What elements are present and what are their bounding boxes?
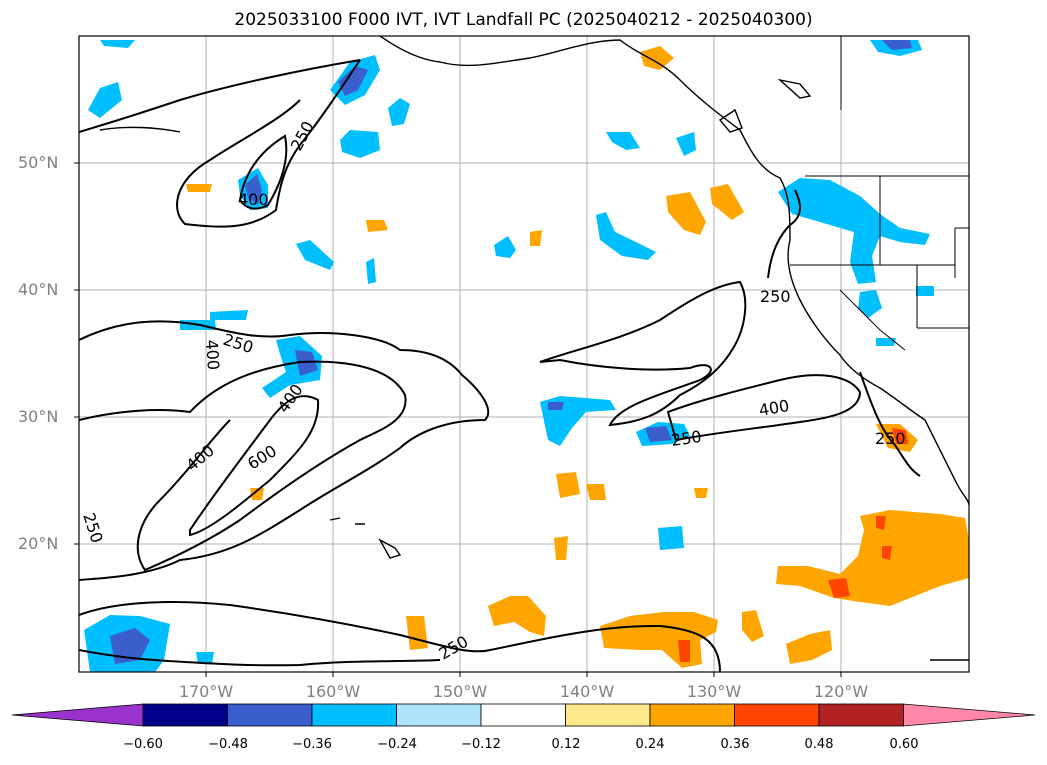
colorbar-segment xyxy=(142,703,228,727)
lon-label-130w: 130°W xyxy=(686,682,742,701)
political-borders xyxy=(790,36,969,351)
lat-label-20n: 20°N xyxy=(18,534,59,553)
colorbar-tick: 0.36 xyxy=(720,737,750,752)
contour-label: 250 xyxy=(221,330,256,358)
colorbar-segment xyxy=(734,703,820,727)
colorbar-segment xyxy=(311,703,397,727)
colorbar-segment xyxy=(649,703,735,727)
ivt-contours xyxy=(79,59,921,672)
graticule xyxy=(79,36,969,672)
colorbar-extend-high xyxy=(903,703,1036,727)
contour-label: 250 xyxy=(760,287,791,306)
contour-label: 250 xyxy=(670,427,703,450)
contour-label: 250 xyxy=(875,429,906,448)
map-title: 2025033100 F000 IVT, IVT Landfall PC (20… xyxy=(234,10,813,30)
negative-pc-patches xyxy=(84,40,934,672)
colorbar-tick: −0.24 xyxy=(377,737,417,752)
lon-label-150w: 150°W xyxy=(432,682,488,701)
colorbar-segment xyxy=(227,703,313,727)
lat-label-50n: 50°N xyxy=(18,153,59,172)
colorbar-tick: −0.36 xyxy=(292,737,332,752)
colorbar-tick: −0.60 xyxy=(123,737,163,752)
colorbar-segment xyxy=(396,703,482,727)
contour-label: 250 xyxy=(287,118,318,154)
colorbar-extend-low xyxy=(11,703,144,727)
map-frame xyxy=(78,35,970,673)
lon-label-140w: 140°W xyxy=(559,682,615,701)
lat-label-30n: 30°N xyxy=(18,407,59,426)
colorbar-segment xyxy=(818,703,904,727)
colorbar-tick: 0.48 xyxy=(804,737,834,752)
colorbar-tick: 0.24 xyxy=(635,737,665,752)
colorbar-tick: −0.12 xyxy=(461,737,501,752)
coastlines xyxy=(99,36,969,661)
colorbar-segment xyxy=(480,703,566,727)
colorbar-segment xyxy=(565,703,651,727)
contour-label: 250 xyxy=(436,632,472,664)
lon-label-170w: 170°W xyxy=(178,682,234,701)
colorbar-tick: 0.60 xyxy=(889,737,919,752)
colorbar-tick: 0.12 xyxy=(551,737,581,752)
lat-label-40n: 40°N xyxy=(18,280,59,299)
contour-label: 400 xyxy=(238,190,269,209)
contour-label: 400 xyxy=(202,339,223,371)
lon-label-160w: 160°W xyxy=(305,682,361,701)
colorbar xyxy=(11,703,1036,727)
colorbar-tick: −0.48 xyxy=(208,737,248,752)
contour-label: 250 xyxy=(79,510,107,545)
lon-label-120w: 120°W xyxy=(813,682,869,701)
contour-label: 400 xyxy=(757,396,790,420)
